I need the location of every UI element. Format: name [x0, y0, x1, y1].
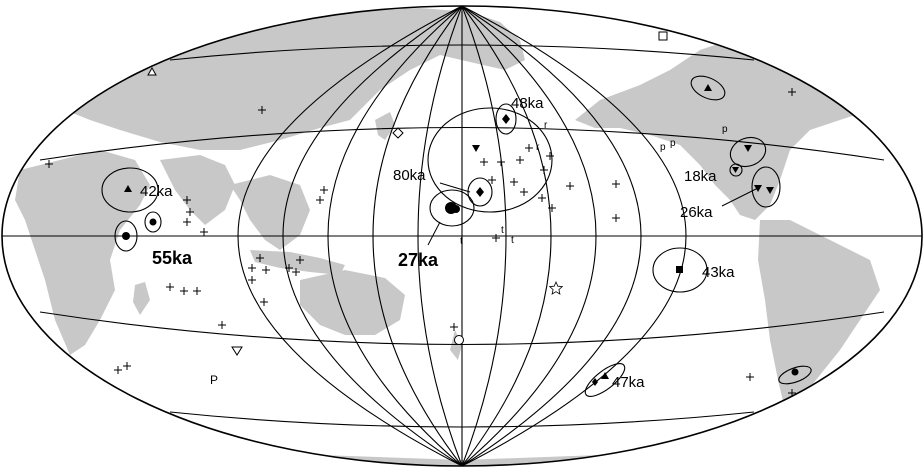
land-australia [300, 270, 405, 335]
triangle-down-marker [754, 185, 762, 192]
age-label-18ka: 18ka [684, 168, 717, 185]
ellipse-80ka [467, 177, 493, 207]
leader-lines [427, 182, 759, 246]
parallel-south-60 [169, 411, 755, 428]
age-label-48ka: 48ka [511, 95, 544, 112]
circle-marker [122, 232, 130, 240]
triangle-marker [704, 84, 712, 91]
open-square-marker [658, 31, 668, 41]
triangle-down-marker [766, 187, 774, 194]
parallel-south-30 [39, 311, 885, 346]
plus-marker [450, 88, 796, 397]
age-label-47ka: 47ka [612, 374, 645, 391]
ellipse-48ka-large [427, 107, 553, 213]
parallel-north-30 [39, 126, 885, 161]
plus-marker [480, 144, 620, 242]
land-indonesia [250, 250, 345, 275]
data-markers [122, 31, 799, 386]
diamond-marker [502, 114, 510, 124]
plus-markers [45, 88, 796, 397]
plus-marker [258, 106, 266, 114]
plus-marker [248, 254, 304, 284]
letter-t: t [511, 235, 514, 246]
diamond-marker [476, 187, 484, 197]
triangle-down-marker [472, 145, 480, 152]
open-triangle-down-marker [231, 346, 243, 356]
age-label-55ka: 55ka [152, 248, 193, 268]
small-letter-labels: r r t t t p p p P [210, 120, 728, 387]
age-label-43ka: 43ka [702, 264, 735, 281]
circle-marker [149, 218, 157, 226]
triangle-marker [601, 372, 609, 379]
ellipse-42ka [101, 167, 159, 213]
ellipse-48ka [495, 103, 517, 135]
ellipse-26ka [751, 166, 781, 208]
ellipse-se [778, 365, 812, 385]
plus-marker [183, 196, 208, 236]
ellipse-18ka-a [729, 136, 767, 168]
age-labels: 42ka 55ka 48ka 80ka 27ka 18ka 26ka 43ka … [140, 95, 735, 391]
ellipse-47ka [584, 363, 626, 397]
leader-26ka [721, 187, 759, 207]
circle-marker [452, 205, 460, 213]
age-label-42ka: 42ka [140, 183, 173, 200]
letter-P: P [210, 373, 218, 387]
triangle-marker [124, 185, 132, 192]
age-label-27ka: 27ka [398, 250, 439, 270]
leader-80ka [439, 182, 471, 193]
land-japan [375, 112, 395, 140]
ellipse-42ka-b [114, 220, 138, 252]
ellipse-18ka-b [729, 163, 743, 177]
letter-r: r [544, 120, 548, 131]
letter-t: t [460, 236, 463, 247]
plus-marker [45, 160, 53, 168]
diamond-marker [592, 378, 598, 386]
triangle-down-marker [732, 167, 739, 173]
triangle-down-marker [744, 145, 752, 152]
letter-p: p [670, 138, 676, 149]
open-diamond-marker [392, 127, 404, 139]
ellipse-55ka [144, 211, 162, 233]
letter-t: t [501, 225, 504, 236]
open-star-marker [548, 280, 564, 295]
open-triangle-marker [147, 66, 157, 76]
land-arabia-india [160, 155, 235, 225]
ellipse-43ka [652, 247, 708, 293]
land-greenland [820, 25, 885, 70]
plus-marker [166, 283, 268, 306]
ellipse-east-top [690, 75, 726, 101]
land-eurasia-north [2, 8, 525, 150]
letter-p: p [722, 124, 728, 135]
land-africa [15, 150, 150, 355]
age-label-26ka: 26ka [680, 204, 713, 221]
land-madagascar [133, 282, 150, 315]
open-circle-marker [454, 335, 464, 345]
letter-p: p [660, 142, 666, 153]
leader-27ka [427, 221, 441, 246]
circle-marker [791, 368, 799, 376]
age-label-80ka: 80ka [393, 167, 426, 184]
map-border [1, 5, 923, 467]
plus-marker [114, 321, 226, 374]
land-southeast-asia [230, 175, 310, 250]
plus-marker [316, 186, 328, 204]
ellipse-27ka [429, 189, 475, 227]
land-south-america [758, 220, 880, 410]
confidence-ellipses [101, 75, 812, 397]
letter-r: r [536, 142, 540, 153]
square-marker [676, 266, 683, 273]
parallel-north-60 [169, 44, 755, 61]
graticule [2, 6, 922, 466]
